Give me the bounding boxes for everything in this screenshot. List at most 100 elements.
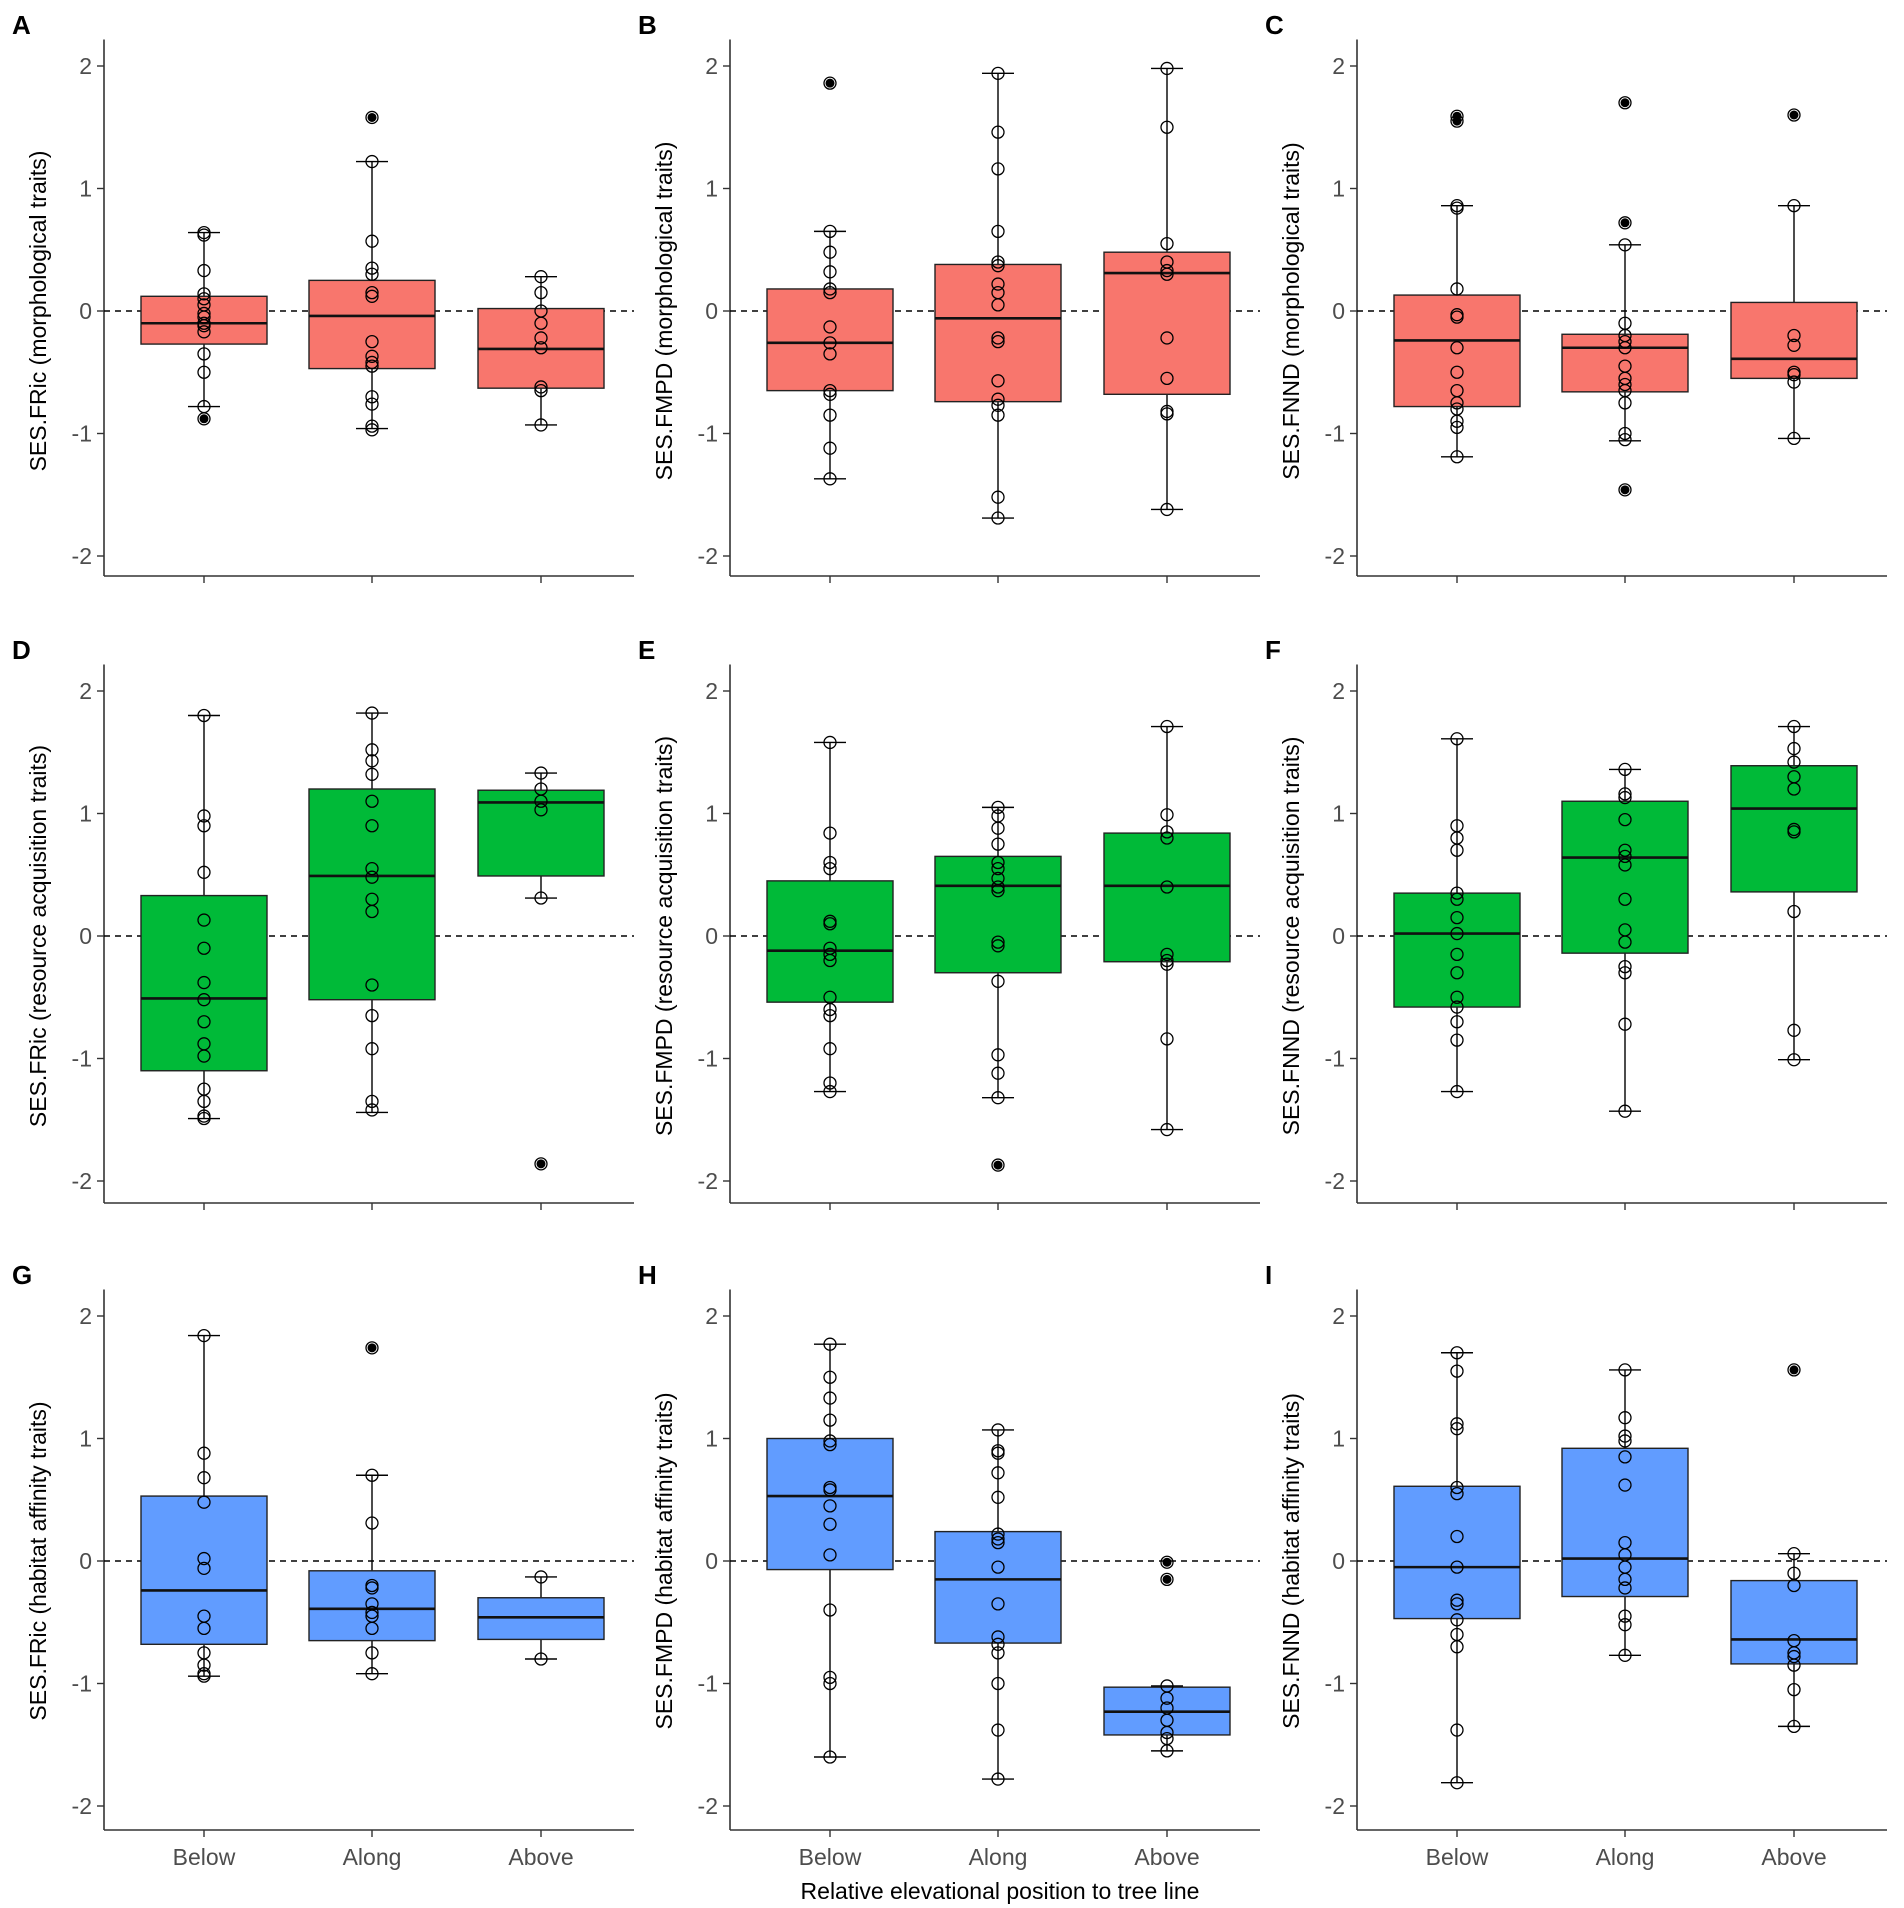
data-point <box>197 1328 211 1343</box>
box-below <box>1393 109 1521 583</box>
data-point <box>365 767 379 781</box>
data-point <box>991 861 1005 876</box>
y-tick-label: 0 <box>79 298 92 324</box>
data-point <box>991 1423 1005 1437</box>
data-point <box>991 1646 1005 1660</box>
box-below <box>766 735 894 1210</box>
data-point <box>365 419 379 433</box>
data-point <box>991 884 1005 898</box>
data-point <box>365 819 379 833</box>
data-point <box>1618 959 1632 974</box>
data-point <box>823 947 837 962</box>
data-point <box>823 1437 837 1452</box>
iqr-box <box>1561 1447 1689 1598</box>
data-point <box>1450 1640 1464 1654</box>
category-label: Above <box>1761 1844 1826 1870</box>
data-point <box>1450 201 1464 215</box>
box-along <box>308 706 436 1210</box>
data-point <box>991 331 1005 345</box>
data-point <box>1450 1417 1464 1431</box>
panel-letter: G <box>12 1260 32 1290</box>
outlier-point <box>993 1160 1003 1170</box>
data-point <box>991 1535 1005 1550</box>
data-point <box>1160 880 1174 894</box>
data-point <box>1618 1618 1632 1632</box>
y-tick-label: 1 <box>79 1426 92 1452</box>
data-point <box>1450 1422 1464 1436</box>
data-point <box>1618 1363 1632 1377</box>
data-point <box>365 289 379 303</box>
y-tick-label: 2 <box>1332 678 1345 704</box>
box-above <box>1103 719 1231 1210</box>
data-point <box>1618 238 1632 252</box>
y-tick-label: -2 <box>698 543 718 569</box>
panel-f: F SES.FNND (resource acquisition traits) 2… <box>1265 635 1887 1210</box>
y-tick-label: 0 <box>705 923 718 949</box>
data-point <box>197 1551 211 1566</box>
data-point <box>1618 858 1632 872</box>
y-tick-label: 2 <box>79 1303 92 1329</box>
y-tick-label: -1 <box>698 421 718 447</box>
box-along: Along <box>1561 1363 1689 1870</box>
data-point <box>823 224 837 239</box>
data-point <box>1160 502 1174 517</box>
data-point <box>197 1049 211 1063</box>
outlier-point <box>1452 116 1462 126</box>
data-point <box>1618 1429 1632 1443</box>
data-point <box>534 383 548 398</box>
data-point <box>1160 331 1174 345</box>
panel-h: H SES.FMPD (habitat affinity traits) 2 1 0 -1… <box>638 1260 1260 1870</box>
iqr-box <box>1730 1579 1858 1665</box>
data-point <box>197 941 211 955</box>
data-point <box>1450 1776 1464 1790</box>
data-point <box>534 380 548 394</box>
y-tick-label: -2 <box>72 1168 92 1194</box>
data-point <box>823 1042 837 1056</box>
category-label: Along <box>343 1844 402 1870</box>
y-tick-label: 0 <box>79 1548 92 1574</box>
y-tick-label: 2 <box>705 1303 718 1329</box>
data-point <box>991 880 1005 894</box>
outlier-point <box>367 112 377 122</box>
data-point <box>1618 377 1632 392</box>
box-above <box>477 270 605 583</box>
data-point <box>991 1560 1005 1574</box>
data-point <box>1787 1649 1801 1664</box>
data-point <box>1618 334 1632 349</box>
box-above <box>1730 719 1858 1210</box>
iqr-box <box>766 880 894 1003</box>
iqr-box <box>934 855 1062 974</box>
y-tick-label: 0 <box>1332 1548 1345 1574</box>
category-label: Above <box>508 1844 573 1870</box>
data-point <box>1787 1547 1801 1561</box>
data-point <box>1618 787 1632 801</box>
data-point <box>1160 808 1174 822</box>
iqr-box <box>766 1437 894 1571</box>
y-tick-label: -1 <box>1325 421 1345 447</box>
data-point <box>534 285 548 300</box>
data-point <box>1160 1555 1174 1569</box>
data-point <box>1160 1691 1174 1705</box>
data-point <box>1787 1658 1801 1672</box>
data-point <box>1787 719 1801 734</box>
data-point <box>823 1548 837 1562</box>
data-point <box>1618 1104 1632 1118</box>
data-point <box>365 861 379 876</box>
data-point <box>991 1091 1005 1105</box>
data-point <box>1450 1346 1464 1360</box>
data-point <box>1450 1000 1464 1014</box>
data-point <box>823 1750 837 1764</box>
box-above: Above <box>1730 1363 1858 1870</box>
data-point <box>1450 990 1464 1004</box>
data-point <box>1787 904 1801 919</box>
data-point <box>365 978 379 992</box>
data-point <box>365 706 379 720</box>
data-point <box>1618 790 1632 805</box>
iqr-box <box>477 789 605 877</box>
outlier-point <box>1620 98 1630 108</box>
x-axis-title: Relative elevational position to tree li… <box>801 1878 1200 1904</box>
data-point <box>1618 432 1632 447</box>
data-point <box>197 310 211 324</box>
data-point <box>991 1630 1005 1644</box>
data-point <box>197 1669 211 1683</box>
